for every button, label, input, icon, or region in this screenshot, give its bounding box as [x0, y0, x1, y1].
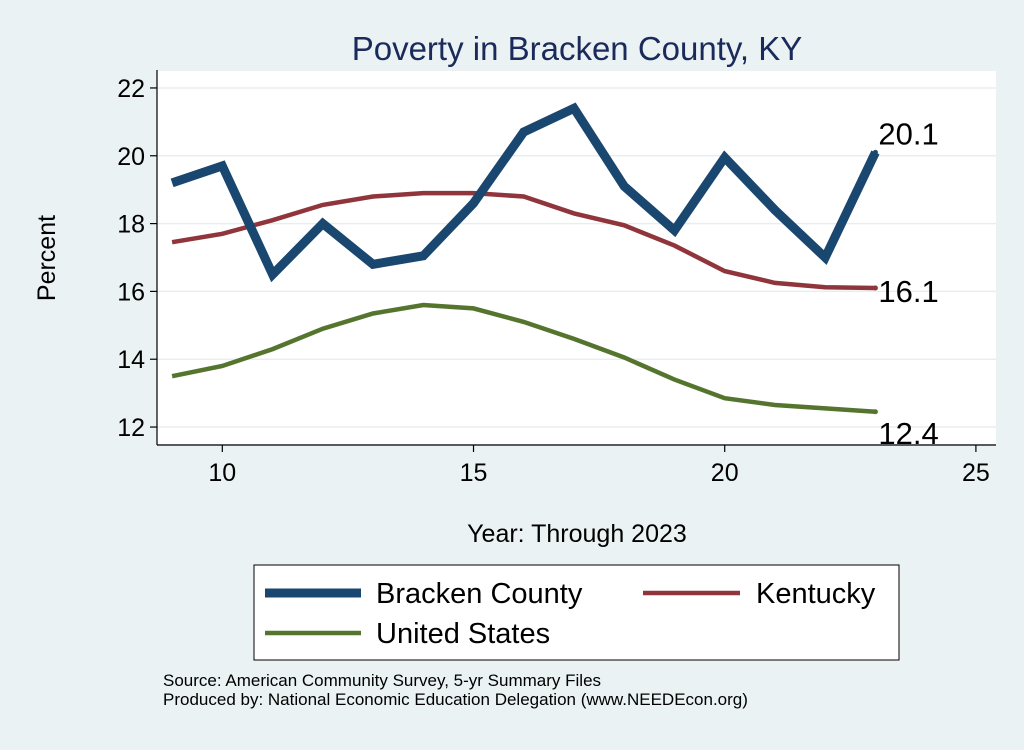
y-tick-label: 12: [117, 414, 145, 442]
legend-label: United States: [376, 618, 550, 650]
series-end-point: [872, 285, 878, 291]
end-labels: 20.1 16.1 12.4: [878, 116, 938, 450]
series-end-point: [872, 409, 878, 415]
plot-area: [157, 71, 996, 444]
x-axis-label: Year: Through 2023: [467, 520, 687, 548]
y-axis-label: Percent: [33, 215, 61, 301]
series-line-kentucky: [171, 190, 876, 291]
series-line-united-states: [171, 302, 876, 415]
grid-lines: [157, 87, 996, 428]
end-label: 20.1: [878, 116, 938, 151]
end-label: 12.4: [878, 416, 938, 451]
x-tick-label: 20: [711, 459, 739, 487]
axes: 12 14 16 18 20 22 10 15 20 25: [117, 70, 996, 487]
footer: Source: American Community Survey, 5-yr …: [163, 671, 748, 709]
legend: Bracken County Kentucky United States: [253, 564, 900, 661]
y-tick-label: 18: [117, 211, 145, 239]
legend-label: Kentucky: [756, 578, 876, 610]
y-tick-label: 16: [117, 278, 145, 306]
x-tick-label: 25: [962, 459, 990, 487]
legend-label: Bracken County: [376, 578, 583, 610]
series-line-bracken-county: [170, 102, 880, 283]
x-tick-label: 15: [460, 459, 488, 487]
series-end-point: [872, 149, 878, 155]
produced-by-note: Produced by: National Economic Education…: [163, 690, 748, 709]
y-tick-label: 20: [117, 143, 145, 171]
y-tick-label: 22: [117, 75, 145, 103]
chart-title: Poverty in Bracken County, KY: [352, 30, 803, 67]
series-lines: [170, 102, 880, 415]
legend-box: [253, 564, 900, 661]
x-tick-label: 10: [208, 459, 236, 487]
source-note: Source: American Community Survey, 5-yr …: [163, 671, 602, 690]
y-tick-label: 14: [117, 346, 145, 374]
end-label: 16.1: [878, 274, 938, 309]
